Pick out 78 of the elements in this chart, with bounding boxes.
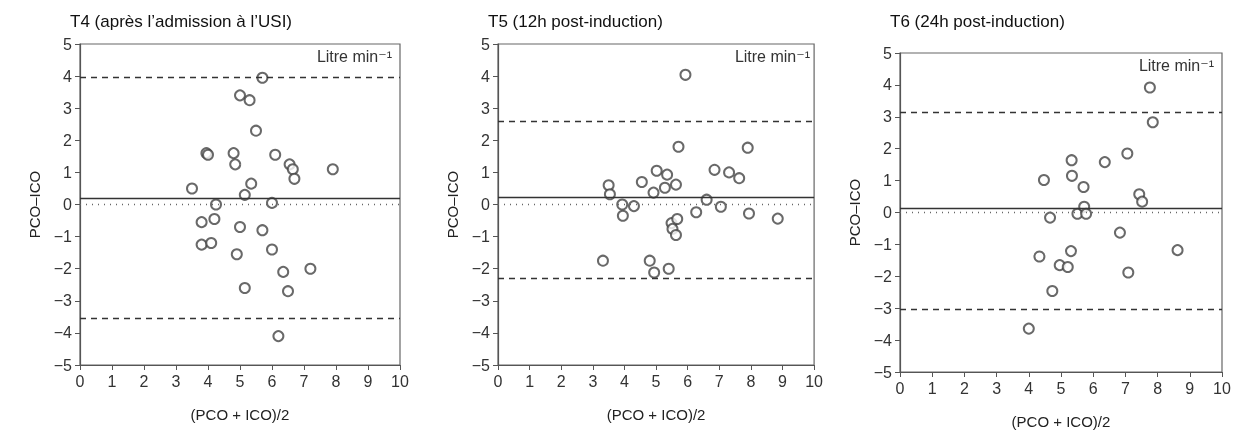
x-tick-label: 8 [1153, 379, 1163, 397]
x-tick-label: 4 [619, 372, 629, 390]
x-tick-label: 7 [1120, 379, 1130, 397]
x-tick-label: 6 [1088, 379, 1098, 397]
y-axis-title: PCO–ICO [444, 170, 461, 239]
x-tick-label: 2 [556, 372, 566, 390]
y-tick-label: 1 [63, 163, 73, 181]
chart-title: T6 (24h post-induction) [890, 12, 1065, 31]
x-tick-label: 3 [992, 379, 1002, 397]
y-tick-label: 5 [63, 35, 73, 53]
x-tick-label: 0 [75, 372, 85, 390]
chart-title: T4 (après l’admission à l’USI) [70, 12, 293, 31]
y-tick-label: −5 [53, 356, 73, 374]
x-tick-label: 3 [171, 372, 181, 390]
y-tick-label: −1 [873, 235, 893, 253]
x-axis-title: (PCO + ICO)/2 [606, 406, 706, 423]
y-tick-label: −4 [471, 324, 491, 342]
y-tick-label: 4 [481, 67, 491, 85]
x-tick-label: 5 [235, 372, 245, 390]
x-tick-label: 8 [746, 372, 756, 390]
y-tick-label: −2 [471, 260, 491, 278]
x-tick-label: 3 [588, 372, 598, 390]
y-tick-label: −5 [873, 363, 893, 381]
x-axis-title: (PCO + ICO)/2 [1011, 413, 1111, 430]
y-tick-label: 4 [883, 76, 893, 94]
x-axis-title: (PCO + ICO)/2 [190, 406, 290, 423]
x-tick-label: 1 [107, 372, 117, 390]
y-axis-title: PCO–ICO [846, 178, 863, 247]
y-tick-label: −2 [873, 267, 893, 285]
x-tick-label: 7 [714, 372, 724, 390]
x-tick-label: 5 [1056, 379, 1066, 397]
y-tick-label: 1 [481, 163, 491, 181]
y-axis-title: PCO–ICO [26, 170, 43, 239]
x-tick-label: 10 [391, 372, 409, 390]
y-tick-label: −3 [53, 292, 73, 310]
annotation: Litre min⁻¹ [1138, 56, 1214, 74]
chart-title: T5 (12h post-induction) [488, 12, 663, 31]
x-tick-label: 4 [1024, 379, 1034, 397]
x-tick-label: 8 [331, 372, 341, 390]
y-tick-label: 3 [883, 108, 893, 126]
x-tick-label: 2 [959, 379, 969, 397]
x-tick-label: 9 [1185, 379, 1195, 397]
x-tick-label: 6 [683, 372, 693, 390]
annotation: Litre min⁻¹ [316, 47, 392, 65]
x-tick-label: 10 [805, 372, 824, 390]
y-tick-label: 5 [481, 35, 491, 53]
x-tick-label: 7 [299, 372, 309, 390]
y-tick-label: −5 [471, 356, 491, 374]
y-tick-label: −1 [53, 228, 73, 246]
y-tick-label: 2 [63, 131, 73, 149]
y-tick-label: −3 [873, 299, 893, 317]
y-tick-label: 0 [63, 196, 73, 213]
y-tick-label: −3 [471, 292, 491, 310]
y-tick-label: −1 [471, 228, 491, 246]
x-tick-label: 5 [651, 372, 661, 390]
y-tick-label: −4 [873, 331, 893, 349]
y-tick-label: 0 [481, 196, 491, 213]
x-tick-label: 1 [525, 372, 535, 390]
y-tick-label: 1 [883, 172, 893, 190]
y-tick-label: 2 [883, 140, 893, 158]
y-tick-label: 4 [63, 67, 73, 85]
x-tick-label: 6 [267, 372, 277, 390]
x-tick-label: 0 [493, 372, 503, 390]
annotation: Litre min⁻¹ [734, 47, 810, 65]
x-tick-label: 0 [895, 379, 905, 397]
y-tick-label: 2 [481, 131, 491, 149]
x-tick-label: 2 [139, 372, 149, 390]
y-tick-label: 3 [481, 99, 491, 117]
x-tick-label: 9 [778, 372, 788, 390]
x-tick-label: 1 [927, 379, 937, 397]
x-tick-label: 9 [363, 372, 373, 390]
y-tick-label: 3 [63, 99, 73, 117]
x-tick-label: 4 [203, 372, 213, 390]
y-tick-label: 0 [883, 204, 893, 221]
y-tick-label: 5 [883, 44, 893, 62]
x-tick-label: 10 [1213, 379, 1231, 397]
y-tick-label: −4 [53, 324, 73, 342]
y-tick-label: −2 [53, 260, 73, 278]
